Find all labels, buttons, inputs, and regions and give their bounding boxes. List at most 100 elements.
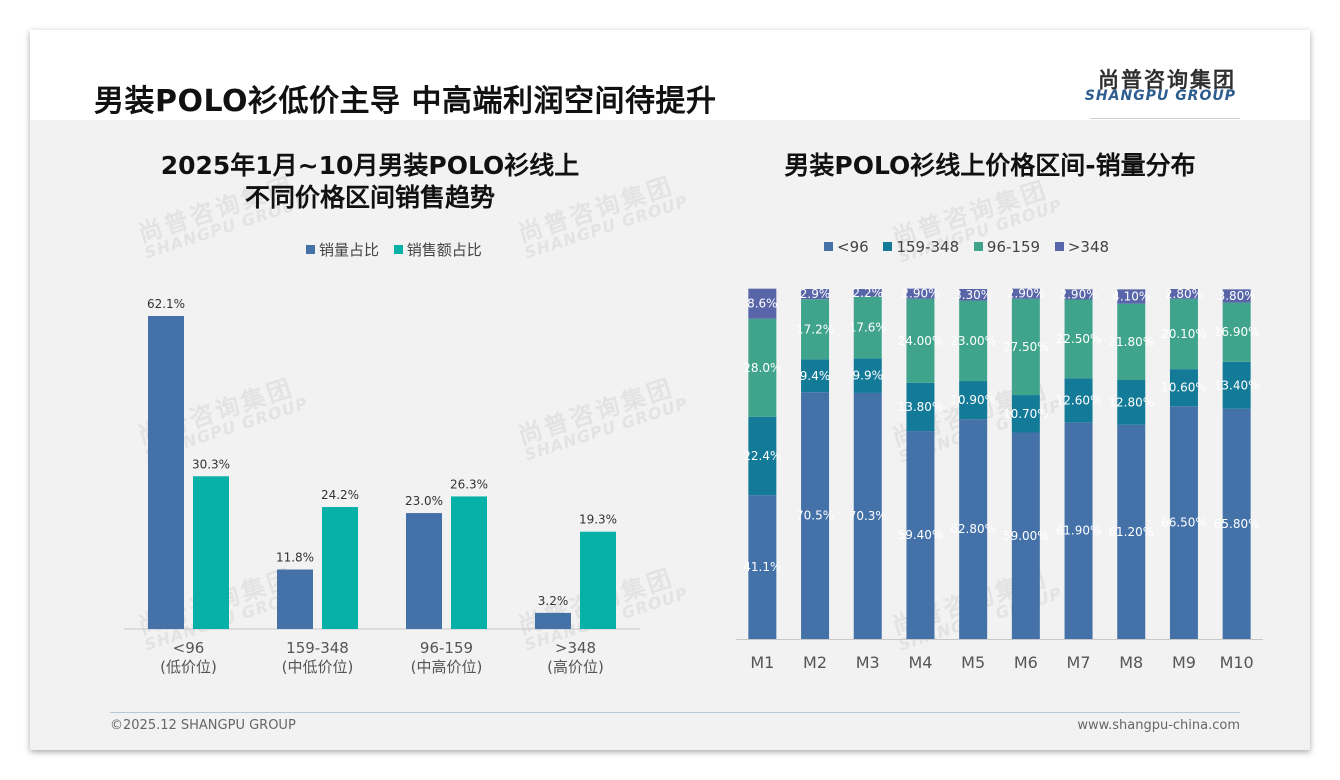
x-tick-sublabel: (高价位) [547,658,604,676]
slide-header: 男装POLO衫低价主导 中高端利润空间待提升 尚普咨询集团 SHANGPU GR… [30,30,1310,120]
stacked-bar-segment [853,289,882,297]
left-chart-title-line1: 2025年1月~10月男装POLO衫线上 [160,151,580,180]
data-label: 17.6% [849,321,887,335]
stacked-bar-segment [801,289,830,300]
x-tick-sublabel: (中高价位) [411,658,483,676]
bar [580,531,616,629]
data-label: 24.00% [898,334,944,348]
x-tick-label: M7 [1067,653,1091,672]
stacked-bar-segment [1117,303,1146,380]
data-label: 66.50% [1161,516,1207,530]
x-tick-label: 159-348 [286,639,349,657]
data-label: 59.40% [898,528,944,542]
logo-chinese: 尚普咨询集团 [1098,68,1236,92]
data-label: 70.3% [849,509,887,523]
data-label: 30.3% [192,457,230,471]
data-label: 17.2% [796,322,834,336]
data-label: 26.3% [450,477,488,491]
left-bar-chart: 62.1% 30.3% <96(低价位) 11.8% 24.2% 159-348(中低价位… [124,297,640,676]
bar [406,513,442,629]
stacked-bar-segment [959,300,988,382]
stacked-bar-segment [1011,298,1040,396]
legend-item-gt348: >348 [1054,238,1109,256]
data-label: 2.90% [901,287,939,301]
stacked-bar-segment [801,392,830,639]
stacked-bar-segment [959,419,988,639]
legend-label: <96 [837,238,869,256]
stacked-bar-segment [906,298,935,383]
x-tick-sublabel: (中低价位) [282,658,354,676]
data-label: 41.1% [743,560,781,574]
x-tick-label: 96-159 [420,639,473,657]
x-tick-label: M2 [803,653,827,672]
legend-item-revenue: 销售额占比 [393,239,482,260]
stacked-bar-segment [1064,289,1093,300]
footer-divider [110,712,1240,713]
data-label: 10.90% [950,393,996,407]
data-label: 28.0% [743,361,781,375]
stacked-bar-segment [1064,299,1093,379]
stacked-bar-segment [906,288,935,299]
stacked-bar-segment [906,382,935,432]
stacked-bar-segment [1011,288,1040,299]
data-label: 10.70% [1003,407,1049,421]
legend-swatch [824,242,833,251]
right-chart-legend: <96 159-348 96-159 >348 [824,238,1119,256]
data-label: 21.80% [1108,335,1154,349]
stacked-bar-segment [1117,424,1146,639]
bar [277,569,313,629]
data-label: 24.2% [321,488,359,502]
x-tick-label: M9 [1172,653,1196,672]
data-label: 2.90% [1007,287,1045,301]
stacked-bar-segment [748,416,777,496]
stacked-bar-segment [1064,378,1093,423]
x-tick-label: >348 [555,639,596,657]
stacked-bar-segment [748,288,777,319]
stacked-bar-segment [1169,369,1198,407]
stacked-bar-segment [853,392,882,639]
x-tick-label: M6 [1014,653,1038,672]
x-tick-label: M10 [1220,653,1254,672]
bar [451,496,487,629]
data-label: 61.90% [1056,524,1102,538]
stacked-bar-segment [1169,289,1198,299]
stacked-bar-segment [1222,361,1251,409]
x-tick-label: M8 [1119,653,1143,672]
stacked-bar-segment [906,431,935,639]
data-label: 13.80% [898,400,944,414]
data-label: 23.00% [950,334,996,348]
data-label: 12.80% [1108,395,1154,409]
legend-label: 销量占比 [319,241,380,259]
data-label: 59.00% [1003,529,1049,543]
slide: 男装POLO衫低价主导 中高端利润空间待提升 尚普咨询集团 SHANGPU GR… [30,30,1310,750]
stacked-bar-segment [959,381,988,420]
footer-website: www.shangpu-china.com [1077,718,1240,733]
data-label: 62.1% [147,297,185,311]
data-label: 2.80% [1165,287,1203,301]
stacked-bar-segment [1117,380,1146,425]
x-tick-label: <96 [173,639,205,657]
stacked-bar-segment [1169,298,1198,370]
data-label: 62.80% [950,522,996,536]
stacked-bar-segment [1222,408,1251,639]
data-label: 23.0% [405,494,443,508]
legend-swatch [306,245,315,254]
data-label: 16.90% [1214,325,1260,339]
x-tick-label: M3 [856,653,880,672]
stacked-bar-segment [853,358,882,393]
right-stacked-bar-chart: 41.1% 22.4% 28.0% 8.6% M1 70.5% 9.4% 17.2% 2.9% M… [736,286,1263,672]
stacked-bar-segment [1222,289,1251,303]
stacked-bar-segment [1011,432,1040,639]
left-chart-legend: 销量占比 销售额占比 [306,239,492,260]
page-title: 男装POLO衫低价主导 中高端利润空间待提升 [94,84,717,119]
data-label: 12.60% [1056,393,1102,407]
data-label: 20.10% [1161,327,1207,341]
left-chart-title-line2: 不同价格区间销售趋势 [244,183,495,212]
legend-item-volume: 销量占比 [306,239,379,260]
header-divider [1090,118,1240,119]
x-tick-label: M5 [961,653,985,672]
data-label: 13.40% [1214,378,1260,392]
legend-swatch [393,245,403,254]
legend-item-159-348: 159-348 [883,238,959,256]
x-tick-sublabel: (低价位) [160,658,217,676]
